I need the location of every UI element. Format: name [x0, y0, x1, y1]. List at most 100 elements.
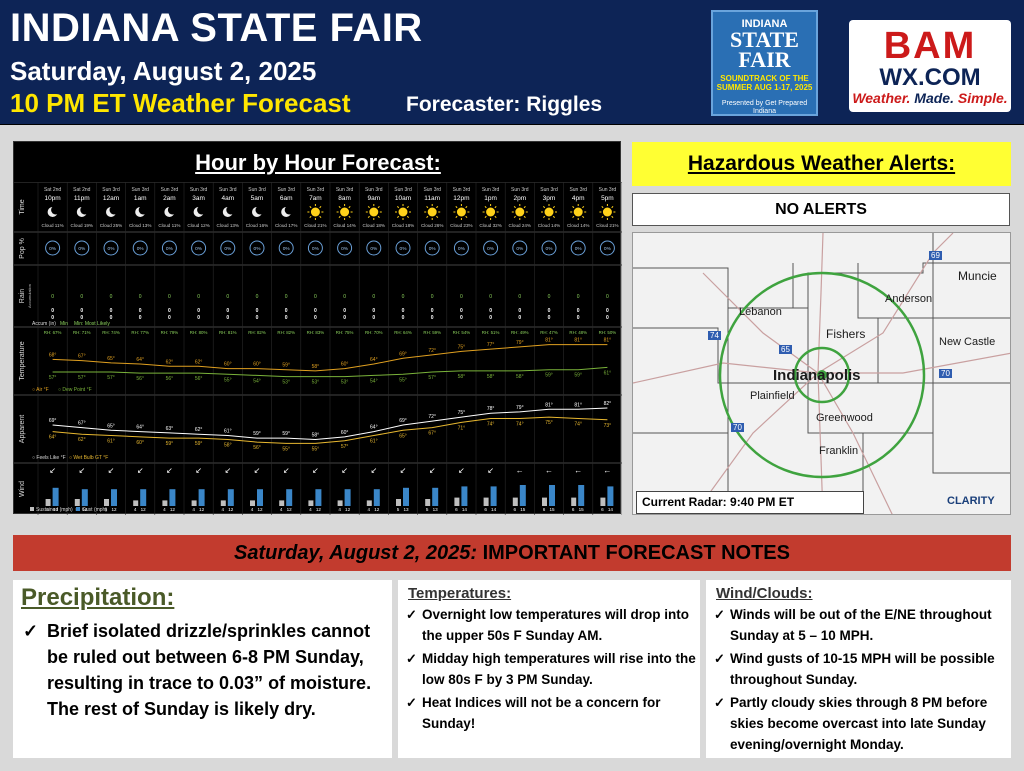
pop-value: 0%: [400, 246, 408, 252]
feels-like: 60°: [341, 430, 349, 436]
air-temp: 62°: [166, 359, 174, 365]
dew-legend: ○ Dew Point °F: [58, 387, 92, 393]
sun-ray: [377, 205, 380, 209]
sustained-bar: [279, 500, 285, 506]
fair-logo-line1: INDIANA: [741, 18, 788, 30]
wet-bulb: 73°: [604, 423, 612, 429]
forecaster-name: Forecaster: Riggles: [406, 93, 603, 116]
sustained-value: 4: [192, 507, 195, 512]
sun-ray: [348, 205, 351, 209]
pop-value: 0%: [370, 246, 378, 252]
rain-likely: 0: [489, 294, 492, 300]
air-temp: 60°: [253, 362, 261, 368]
hour-time: 10am: [395, 195, 411, 202]
wet-bulb: 57°: [341, 444, 349, 450]
hour-time: 11pm: [74, 195, 90, 202]
hour-day: Sun 3rd: [102, 187, 120, 193]
gust-bar: [315, 489, 322, 506]
wind-clouds-title: Wind/Clouds:: [716, 585, 813, 602]
pop-value: 0%: [341, 246, 349, 252]
relative-humidity: RH: 77%: [131, 330, 149, 335]
relative-humidity: RH: 54%: [453, 330, 471, 335]
air-temp: 81°: [545, 338, 553, 344]
air-temp: 62°: [195, 359, 203, 365]
county-border: [878, 317, 1010, 384]
city-anderson: Anderson: [885, 293, 933, 305]
sustained-bar: [483, 497, 489, 506]
dew-point: 57°: [428, 375, 436, 381]
city-new-castle: New Castle: [939, 336, 996, 348]
checkmark-icon: ✓: [714, 651, 725, 666]
sustained-value: 4: [280, 507, 283, 512]
county-border: [807, 308, 879, 384]
hour-day: Sun 3rd: [511, 187, 529, 193]
wind-arrow-icon: ↙: [137, 466, 144, 475]
hour-by-hour-title: Hour by Hour Forecast:: [195, 150, 441, 175]
gust-bar: [140, 489, 147, 506]
cloud-cover: Cloud 26%: [421, 223, 443, 228]
wind-clouds-list: ✓ Winds will be out of the E/NE throughou…: [706, 604, 1011, 755]
gust-bar: [227, 489, 234, 506]
hour-day: Sun 3rd: [161, 187, 179, 193]
hour-day: Sat 2nd: [44, 187, 61, 193]
row-label: Wind: [19, 481, 26, 497]
hour-by-hour-grid: Time Pop % Rain Temperature Apparent Wind Accu…: [14, 182, 622, 515]
radar-site: [817, 370, 827, 380]
sun-ray: [396, 205, 400, 209]
bam-logo-line1: BAM: [883, 25, 977, 67]
relative-humidity: RH: 81%: [219, 330, 237, 335]
gust-bar: [286, 489, 293, 506]
bamwx-logo: BAM WX.COM Weather. Made. Simple.: [849, 20, 1011, 112]
gust-value: 15: [579, 507, 585, 512]
hour-day: Sun 3rd: [453, 187, 471, 193]
wind-arrow-icon: ↙: [458, 466, 465, 475]
sustained-bar: [542, 497, 547, 506]
city-lebanon: Lebanon: [739, 306, 782, 318]
sun-ray: [455, 205, 458, 209]
sustained-value: 4: [338, 507, 341, 512]
rain-accum: 0: [518, 315, 521, 321]
moon-icon-shadow: [284, 205, 294, 215]
wet-bulb: 61°: [107, 439, 115, 445]
sustained-value: 6: [514, 507, 517, 512]
gust-value: 12: [199, 507, 205, 512]
rain-min: 0: [51, 308, 54, 314]
checkmark-icon: ✓: [714, 695, 725, 710]
air-temp: 79°: [516, 340, 524, 346]
rain-likely: 0: [110, 294, 113, 300]
list-item: ✓ Overnight low temperatures will drop in…: [398, 604, 696, 646]
gust-value: 12: [374, 507, 380, 512]
wind-clouds-notes: Wind/Clouds: ✓ Winds will be out of the E…: [706, 580, 1011, 758]
pop-value: 0%: [604, 246, 612, 252]
bullet-text: Brief isolated drizzle/sprinkles cannot …: [47, 621, 372, 719]
gust-bar: [549, 485, 555, 506]
sun-ray: [455, 215, 458, 219]
rain-likely: 0: [431, 294, 434, 300]
pop-ring: [278, 240, 294, 256]
gust-bar: [490, 486, 497, 506]
bullet-text: Partly cloudy skies through 8 PM before …: [730, 695, 988, 752]
fair-logo-line3: SOUNDTRACK OF THE SUMMER AUG 1-17, 2025: [716, 74, 813, 92]
relative-humidity: RH: 70%: [365, 330, 383, 335]
sustained-value: 6: [484, 507, 487, 512]
sustained-bar: [337, 500, 343, 506]
rain-accum: 0: [606, 315, 609, 321]
hour-time: 12pm: [453, 195, 469, 202]
pop-ring: [570, 240, 586, 256]
relative-humidity: RH: 64%: [394, 330, 412, 335]
sun-icon: [515, 207, 525, 217]
rain-min: 0: [489, 308, 492, 314]
rain-accum: 0: [256, 315, 259, 321]
rain-min: 0: [431, 308, 434, 314]
sustained-bar: [454, 497, 460, 506]
relative-humidity: RH: 47%: [540, 330, 558, 335]
pop-value: 0%: [49, 246, 57, 252]
page-title: INDIANA STATE FAIR: [10, 6, 423, 50]
pop-ring: [483, 240, 499, 256]
feels-like: 62°: [195, 427, 203, 433]
sustained-bar: [366, 500, 372, 506]
fair-logo-line2: STATE FAIR: [730, 27, 799, 72]
relative-humidity: RH: 83%: [307, 330, 325, 335]
tagline-c: Simple.: [954, 90, 1008, 106]
rain-likely: 0: [256, 294, 259, 300]
